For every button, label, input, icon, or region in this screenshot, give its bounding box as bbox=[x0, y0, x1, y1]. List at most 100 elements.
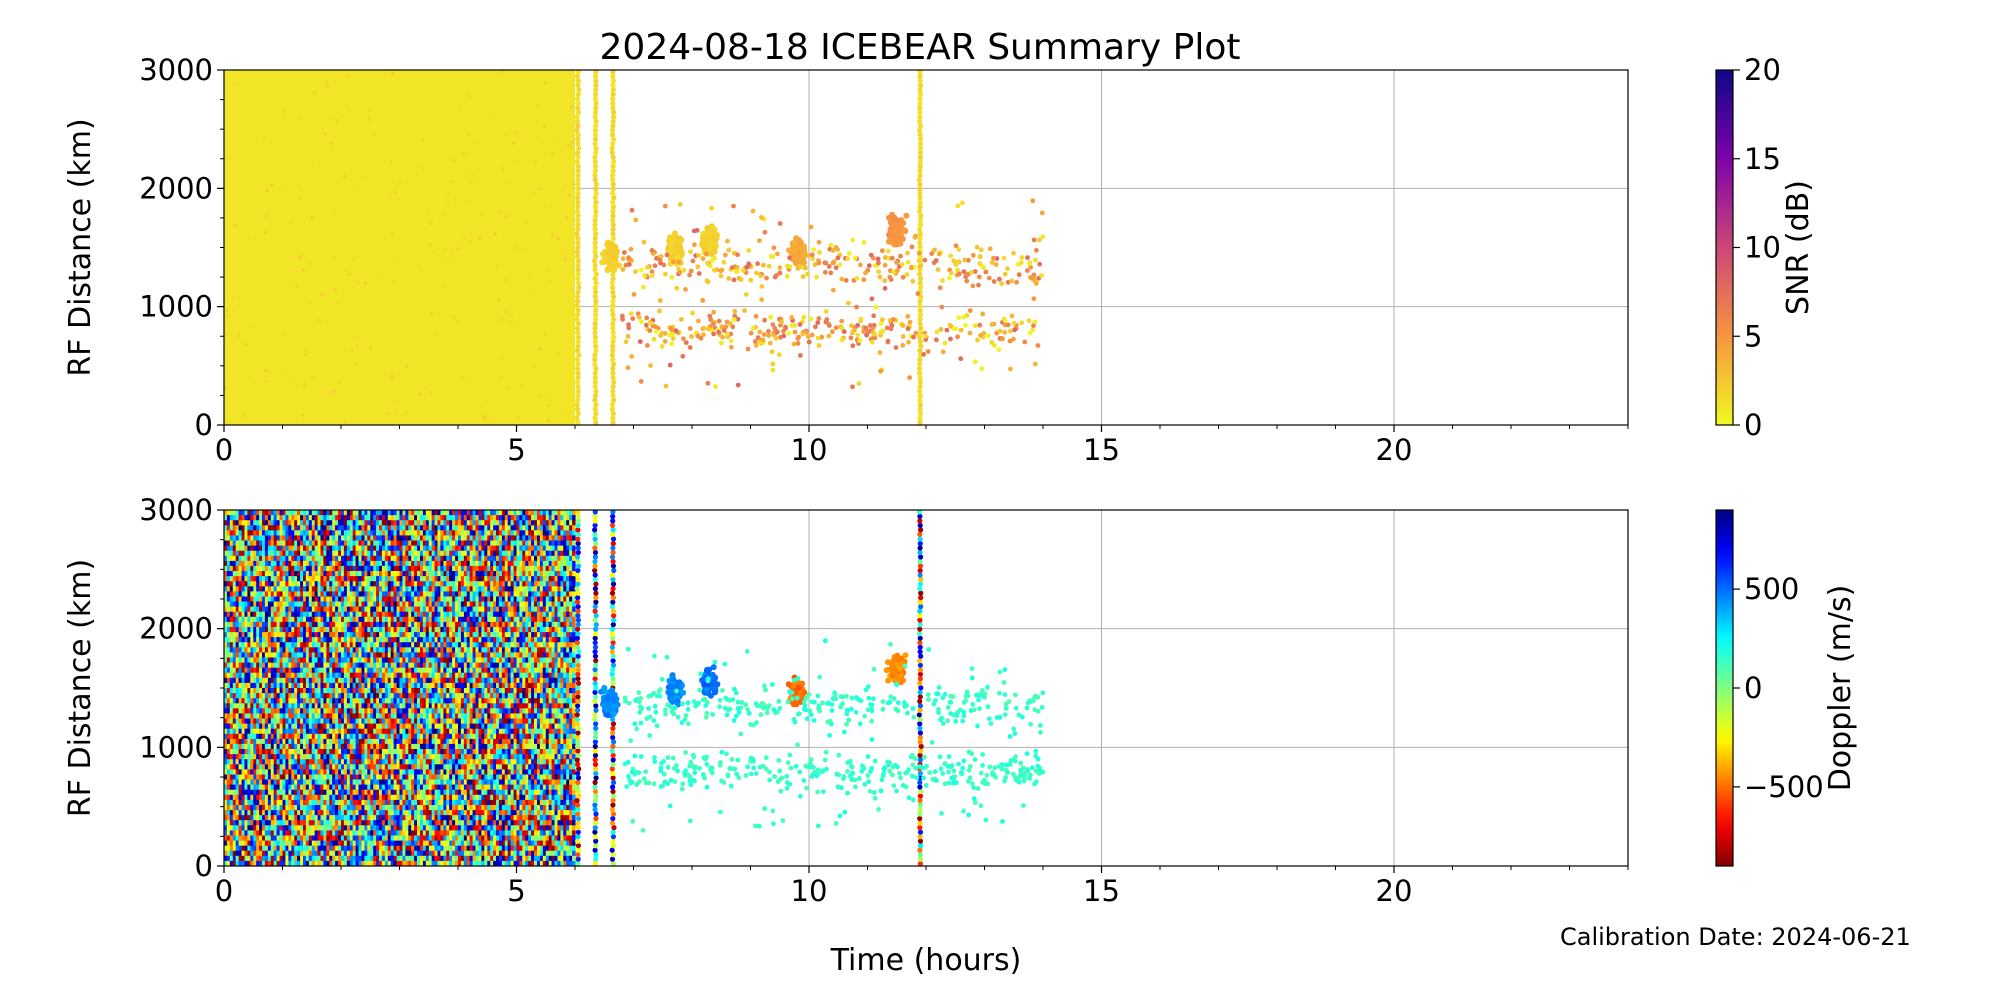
streak-point bbox=[610, 285, 616, 291]
noise-cell bbox=[317, 611, 322, 618]
noise-cell bbox=[346, 616, 351, 623]
noise-cell bbox=[282, 723, 286, 730]
streak-point bbox=[917, 226, 923, 232]
noise-cell bbox=[326, 789, 330, 796]
noise-cell bbox=[343, 754, 348, 760]
noise-cell bbox=[338, 855, 342, 862]
noise-cell bbox=[352, 728, 357, 735]
noise-cell bbox=[270, 698, 275, 704]
noise-cell bbox=[262, 652, 266, 659]
noise-cell bbox=[314, 754, 319, 760]
data-point bbox=[942, 340, 948, 346]
noise-cell bbox=[303, 764, 307, 770]
data-point bbox=[367, 117, 371, 121]
noise-cell bbox=[343, 698, 348, 704]
noise-cell bbox=[314, 642, 319, 648]
noise-cell bbox=[285, 693, 289, 699]
noise-cell bbox=[332, 850, 336, 857]
streak-point bbox=[575, 258, 582, 264]
noise-cell bbox=[270, 764, 275, 770]
noise-cell bbox=[226, 647, 231, 653]
noise-cell bbox=[343, 672, 348, 679]
noise-cell bbox=[282, 830, 286, 837]
noise-cell bbox=[320, 535, 324, 542]
noise-cell bbox=[311, 840, 316, 847]
noise-cell bbox=[297, 779, 301, 786]
noise-cell bbox=[226, 591, 231, 598]
noise-cell bbox=[238, 794, 243, 801]
data-point bbox=[462, 327, 466, 331]
noise-cell bbox=[341, 596, 345, 603]
noise-cell bbox=[317, 627, 322, 633]
noise-cell bbox=[288, 667, 292, 674]
noise-cell bbox=[267, 616, 272, 623]
noise-cell bbox=[267, 545, 272, 552]
data-point bbox=[758, 273, 764, 279]
noise-cell bbox=[285, 662, 289, 669]
noise-cell bbox=[346, 667, 351, 674]
data-point bbox=[298, 252, 302, 256]
noise-cell bbox=[285, 515, 289, 521]
noise-cell bbox=[343, 769, 348, 776]
noise-cell bbox=[305, 815, 310, 821]
noise-cell bbox=[311, 657, 316, 664]
y-axis-label: RF Distance (km) bbox=[63, 118, 98, 376]
noise-cell bbox=[341, 667, 345, 674]
noise-cell bbox=[238, 637, 243, 643]
noise-cell bbox=[332, 530, 336, 536]
noise-cell bbox=[276, 677, 281, 684]
streak-point bbox=[592, 285, 598, 291]
noise-cell bbox=[238, 525, 243, 531]
streak-point bbox=[575, 298, 581, 304]
noise-cell bbox=[282, 820, 286, 826]
noise-cell bbox=[279, 718, 284, 725]
data-point bbox=[727, 321, 733, 326]
noise-cell bbox=[305, 576, 310, 582]
noise-cell bbox=[305, 743, 310, 750]
noise-cell bbox=[338, 515, 342, 521]
data-point bbox=[623, 262, 629, 268]
streak-point bbox=[575, 267, 581, 273]
data-point bbox=[362, 175, 366, 179]
noise-cell bbox=[349, 601, 354, 608]
noise-cell bbox=[232, 525, 237, 531]
data-point bbox=[719, 340, 724, 346]
streak-point bbox=[917, 123, 924, 129]
noise-cell bbox=[247, 591, 251, 598]
noise-cell bbox=[346, 606, 351, 613]
data-point bbox=[252, 91, 256, 95]
noise-cell bbox=[264, 667, 269, 674]
noise-cell bbox=[282, 733, 286, 740]
noise-cell bbox=[264, 657, 269, 664]
data-point bbox=[504, 215, 508, 219]
data-point bbox=[648, 320, 654, 326]
noise-cell bbox=[279, 530, 284, 536]
noise-cell bbox=[282, 810, 286, 816]
x-tick-label: 0 bbox=[215, 433, 233, 467]
noise-cell bbox=[238, 820, 243, 826]
noise-cell bbox=[294, 815, 298, 821]
noise-cell bbox=[303, 708, 307, 714]
noise-cell bbox=[247, 611, 251, 618]
data-point bbox=[937, 251, 942, 257]
noise-cell bbox=[247, 728, 251, 735]
data-point bbox=[658, 254, 664, 259]
noise-cell bbox=[291, 611, 295, 618]
noise-cell bbox=[282, 840, 286, 847]
noise-cell bbox=[276, 845, 281, 852]
noise-cell bbox=[264, 520, 269, 526]
noise-cell bbox=[238, 642, 243, 648]
data-point bbox=[947, 275, 952, 281]
noise-cell bbox=[244, 703, 248, 709]
noise-cell bbox=[358, 586, 362, 592]
noise-cell bbox=[224, 703, 228, 709]
noise-cell bbox=[241, 825, 246, 831]
noise-cell bbox=[232, 718, 237, 725]
data-point bbox=[770, 322, 776, 327]
noise-cell bbox=[338, 632, 342, 638]
noise-cell bbox=[250, 794, 254, 801]
data-point bbox=[676, 259, 682, 265]
streak-point bbox=[609, 352, 616, 358]
noise-cell bbox=[235, 815, 240, 821]
noise-cell bbox=[305, 662, 310, 669]
